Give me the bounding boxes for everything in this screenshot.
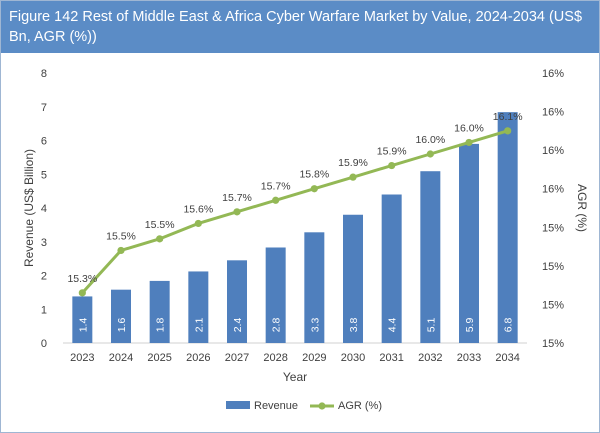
- agr-point: [117, 246, 125, 255]
- revenue-bar-label: 4.4: [387, 318, 399, 333]
- left-axis-ticks: 0 1 2 3 4 5 6 7 8: [41, 68, 47, 350]
- right-axis-ticks: 15% 15% 15% 15% 16% 16% 16% 16%: [542, 68, 564, 350]
- x-tick-label: 2025: [147, 352, 171, 364]
- revenue-bar-label: 3.8: [348, 318, 360, 333]
- agr-point: [504, 127, 512, 135]
- y-tick-label: 1: [41, 304, 47, 316]
- revenue-bar-label: 5.1: [425, 318, 437, 333]
- revenue-bar-label: 3.3: [309, 318, 321, 333]
- agr-point: [426, 150, 434, 158]
- x-tick-label: 2031: [379, 352, 403, 364]
- agr-point: [78, 289, 86, 297]
- revenue-bar: [420, 171, 441, 343]
- agr-label: 15.7%: [261, 180, 291, 192]
- revenue-bar-label: 5.9: [464, 318, 476, 333]
- revenue-bar: [149, 280, 170, 343]
- y2-tick-label: 16%: [542, 107, 564, 119]
- y2-tick-label: 16%: [542, 145, 564, 157]
- revenue-bar: [111, 289, 131, 343]
- agr-point: [349, 173, 357, 181]
- revenue-bar-label: 2.1: [193, 318, 205, 333]
- revenue-bar: [381, 194, 402, 343]
- legend: Revenue AGR (%): [226, 400, 382, 412]
- revenue-bar: [72, 296, 93, 343]
- y-tick-label: 3: [41, 237, 47, 249]
- y2-axis-label: AGR (%): [575, 184, 589, 232]
- y2-tick-label: 15%: [542, 222, 564, 234]
- y-tick-label: 0: [41, 338, 47, 350]
- y2-tick-label: 16%: [542, 184, 564, 196]
- x-tick-label: 2028: [263, 352, 287, 364]
- revenue-bar: [265, 247, 286, 343]
- agr-point: [233, 208, 241, 216]
- revenue-bar: [343, 214, 363, 343]
- agr-label: 16.0%: [454, 122, 484, 134]
- agr-label: 15.5%: [106, 230, 136, 242]
- x-tick-label: 2027: [225, 352, 249, 364]
- agr-label: 15.9%: [338, 157, 368, 169]
- x-tick-label: 2032: [418, 352, 442, 364]
- y2-tick-label: 16%: [542, 68, 564, 80]
- x-tick-label: 2029: [302, 352, 326, 364]
- figure-title: Figure 142 Rest of Middle East & Africa …: [9, 9, 583, 45]
- revenue-bar-label: 2.8: [271, 318, 283, 333]
- agr-point: [310, 185, 318, 193]
- revenue-bar-label: 1.6: [116, 318, 128, 333]
- y-axis-label: Revenue (US$ Billion): [22, 149, 36, 267]
- agr-points: [78, 127, 512, 297]
- revenue-bar: [459, 143, 479, 343]
- x-tick-label: 2026: [186, 352, 210, 364]
- legend-agr-label: AGR (%): [338, 400, 382, 412]
- agr-line: [81, 129, 509, 294]
- x-tick-label: 2024: [109, 352, 133, 364]
- legend-revenue-label: Revenue: [254, 400, 298, 412]
- agr-label: 15.9%: [377, 146, 407, 158]
- revenue-bar-label: 1.8: [155, 318, 167, 333]
- revenue-bar-label: 2.4: [232, 318, 244, 333]
- revenue-bar-label: 6.8: [503, 318, 515, 333]
- x-axis-ticks: 2023 2024 2025 2026 2027 2028 2029 2030 2031 2032…: [70, 352, 520, 364]
- revenue-bar: [188, 271, 209, 343]
- agr-labels: 15.3% 15.5% 15.5% 15.6% 15.7% 15.7% 15.8% 15.9%…: [67, 111, 522, 285]
- revenue-bar-label: 1.4: [77, 318, 89, 333]
- y2-tick-label: 15%: [542, 261, 564, 273]
- agr-point: [272, 196, 280, 204]
- y2-tick-label: 15%: [542, 299, 564, 311]
- y-tick-label: 6: [41, 136, 47, 148]
- agr-label: 16.0%: [415, 134, 445, 146]
- agr-label: 15.5%: [145, 219, 175, 231]
- agr-point: [388, 161, 396, 170]
- legend-revenue-swatch: [226, 401, 250, 409]
- y-tick-label: 7: [41, 102, 47, 114]
- agr-label: 16.1%: [493, 111, 523, 123]
- figure-header: Figure 142 Rest of Middle East & Africa …: [1, 1, 599, 53]
- agr-label: 15.8%: [299, 169, 329, 181]
- x-tick-label: 2030: [341, 352, 365, 364]
- y-tick-label: 5: [41, 169, 47, 181]
- agr-label: 15.3%: [67, 273, 97, 285]
- x-tick-label: 2033: [457, 352, 481, 364]
- agr-point: [465, 138, 473, 147]
- legend-agr-marker: [318, 402, 326, 410]
- y2-tick-label: 15%: [542, 338, 564, 350]
- agr-label: 15.6%: [183, 203, 213, 215]
- revenue-bar-labels: 1.4 1.6 1.8 2.1 2.4 2.8 3.3 3.8 4.4 5.1 5.9 6.8: [77, 318, 514, 333]
- x-tick-label: 2023: [70, 352, 94, 364]
- revenue-bar: [497, 112, 518, 344]
- x-axis-label: Year: [283, 370, 307, 384]
- agr-label: 15.7%: [222, 192, 252, 204]
- y-tick-label: 8: [41, 68, 47, 80]
- revenue-bar: [304, 232, 325, 343]
- y-tick-label: 4: [41, 203, 47, 215]
- x-tick-label: 2034: [495, 352, 519, 364]
- revenue-bars: [72, 112, 518, 344]
- agr-point: [194, 219, 202, 228]
- revenue-bar: [227, 260, 247, 343]
- agr-point: [156, 235, 164, 243]
- y-tick-label: 2: [41, 271, 47, 283]
